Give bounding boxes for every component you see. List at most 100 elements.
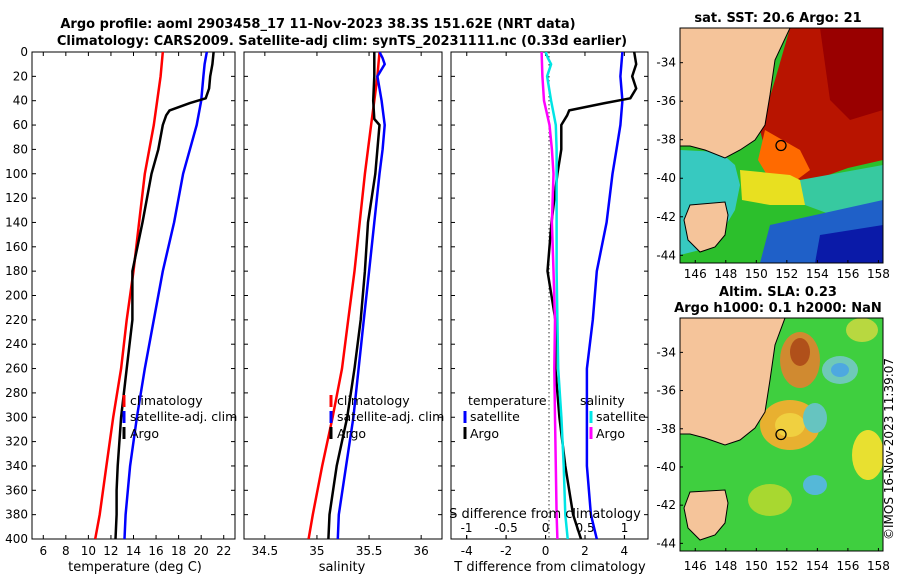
lat-tick-label: -44 xyxy=(656,536,676,550)
lat-tick-label: -38 xyxy=(656,422,676,436)
depth-tick-label: 260 xyxy=(5,362,28,376)
sla-map-title-line1: Altim. SLA: 0.23 xyxy=(719,285,837,300)
x-tick-label: 34.5 xyxy=(251,544,278,558)
difference-panel-ticks: -4 -2 0 2 4 -1 -0.5 0 0.5 1 xyxy=(451,51,648,558)
figure-title-line2: Climatology: CARS2009. Satellite-adj cli… xyxy=(57,34,627,49)
legend-label-climatology: climatology xyxy=(130,393,203,408)
series-line-climatology xyxy=(307,52,381,539)
legend-title-salinity: salinity xyxy=(580,393,625,408)
lon-tick-label: 152 xyxy=(775,559,798,573)
x-tick-label: 22 xyxy=(216,544,231,558)
x-tick-label: 20 xyxy=(194,544,209,558)
depth-tick-label: 100 xyxy=(5,167,28,181)
imos-timestamp: ©IMOS 16-Nov-2023 11:39:07 xyxy=(882,358,896,540)
lat-tick-label: -40 xyxy=(656,171,676,185)
sst-cold-water xyxy=(815,225,883,263)
x-tick-label: 8 xyxy=(62,544,70,558)
sst-map-ticks: 146 148 150 152 154 156 158 -34 -36 -38 -40 -42 -44 xyxy=(656,56,889,281)
x-tick-label: 12 xyxy=(103,544,118,558)
x-tick-label: 18 xyxy=(171,544,186,558)
legend-label-argo: Argo xyxy=(130,426,159,441)
sst-hot-core xyxy=(820,28,883,120)
sla-cold-eddy xyxy=(803,403,827,433)
salinity-series xyxy=(307,52,386,539)
legend-title-temperature: temperature xyxy=(468,393,547,408)
lat-tick-label: -40 xyxy=(656,460,676,474)
lat-tick-label: -42 xyxy=(656,210,676,224)
legend-label-s-satellite: satellite xyxy=(596,409,646,424)
legend-label-satellite: satellite-adj. clim xyxy=(130,409,237,424)
x-tick-label: 36 xyxy=(414,544,429,558)
sla-warm-eddy-center xyxy=(775,413,805,437)
depth-tick-label: 40 xyxy=(13,94,28,108)
x-tick-label: 2 xyxy=(581,544,589,558)
lon-tick-label: 150 xyxy=(745,559,768,573)
s-tick-label: 1 xyxy=(621,521,629,535)
series-line-salinity-argo xyxy=(540,52,559,539)
sla-map-title-line2: Argo h1000: 0.1 h2000: NaN xyxy=(674,301,882,316)
sla-warm-eddy xyxy=(748,484,792,516)
legend-label-climatology: climatology xyxy=(337,393,410,408)
legend-label-s-argo: Argo xyxy=(596,426,625,441)
lon-tick-label: 156 xyxy=(836,559,859,573)
legend-label-t-satellite: satellite xyxy=(470,409,520,424)
lat-tick-label: -34 xyxy=(656,345,676,359)
depth-tick-label: 240 xyxy=(5,337,28,351)
salinity-panel-ticks: 34.5 35 35.5 36 xyxy=(244,51,442,558)
difference-series xyxy=(540,52,638,539)
sst-map-field xyxy=(680,28,883,263)
legend-label-t-argo: Argo xyxy=(470,426,499,441)
lon-tick-label: 152 xyxy=(775,267,798,281)
depth-tick-label: 340 xyxy=(5,459,28,473)
lat-tick-label: -42 xyxy=(656,498,676,512)
lon-tick-label: 158 xyxy=(867,559,890,573)
salinity-xlabel: salinity xyxy=(319,560,366,575)
s-tick-label: -0.5 xyxy=(494,521,517,535)
series-line-temperature-satellite xyxy=(585,52,624,539)
temperature-xlabel: temperature (deg C) xyxy=(68,560,202,575)
lon-tick-label: 146 xyxy=(684,559,707,573)
legend-label-argo: Argo xyxy=(337,426,366,441)
lon-tick-label: 146 xyxy=(684,267,707,281)
depth-tick-label: 280 xyxy=(5,386,28,400)
lat-tick-label: -36 xyxy=(656,94,676,108)
sst-orange-band xyxy=(758,130,810,185)
depth-tick-label: 160 xyxy=(5,240,28,254)
difference-xlabel: T difference from climatology xyxy=(453,560,646,575)
mainland-australia xyxy=(680,318,786,446)
sst-map-title: sat. SST: 20.6 Argo: 21 xyxy=(694,11,861,26)
x-tick-label: -4 xyxy=(461,544,473,558)
lon-tick-label: 150 xyxy=(745,267,768,281)
depth-tick-label: 360 xyxy=(5,483,28,497)
depth-tick-label: 60 xyxy=(13,118,28,132)
depth-tick-label: 400 xyxy=(5,532,28,546)
depth-tick-label: 120 xyxy=(5,191,28,205)
series-line-satellite-adj-clim xyxy=(336,52,386,539)
x-tick-label: -2 xyxy=(500,544,512,558)
sla-map-ticks: 146 148 150 152 154 156 158 -34 -36 -38 -40 -42 -44 xyxy=(656,345,889,573)
depth-tick-label: 20 xyxy=(13,69,28,83)
lat-tick-label: -36 xyxy=(656,384,676,398)
series-line-argo xyxy=(327,52,381,539)
depth-tick-label: 220 xyxy=(5,313,28,327)
x-tick-label: 35.5 xyxy=(356,544,383,558)
x-tick-label: 6 xyxy=(39,544,47,558)
series-line-satellite-adj-clim xyxy=(123,52,209,539)
salinity-panel-frame xyxy=(243,51,443,540)
argo-position-marker xyxy=(775,139,787,152)
depth-tick-label: 140 xyxy=(5,215,28,229)
lat-tick-label: -44 xyxy=(656,248,676,262)
temperature-panel-ticks: 0 20 40 60 80 100 120 140 160 180 200 220 240 260 280 3… xyxy=(5,45,235,558)
s-difference-label: S difference from climatology xyxy=(449,507,641,522)
depth-tick-label: 180 xyxy=(5,264,28,278)
x-tick-label: 14 xyxy=(126,544,141,558)
lon-tick-label: 148 xyxy=(714,559,737,573)
lon-tick-label: 148 xyxy=(714,267,737,281)
x-tick-label: 35 xyxy=(309,544,324,558)
sst-map-frame xyxy=(679,27,884,264)
s-tick-label: 0 xyxy=(542,521,550,535)
figure-title-line1: Argo profile: aoml 2903458_17 11-Nov-202… xyxy=(60,17,575,32)
lon-tick-label: 154 xyxy=(806,267,829,281)
sla-cold-eddy xyxy=(803,475,827,495)
sla-map-field xyxy=(680,318,883,551)
